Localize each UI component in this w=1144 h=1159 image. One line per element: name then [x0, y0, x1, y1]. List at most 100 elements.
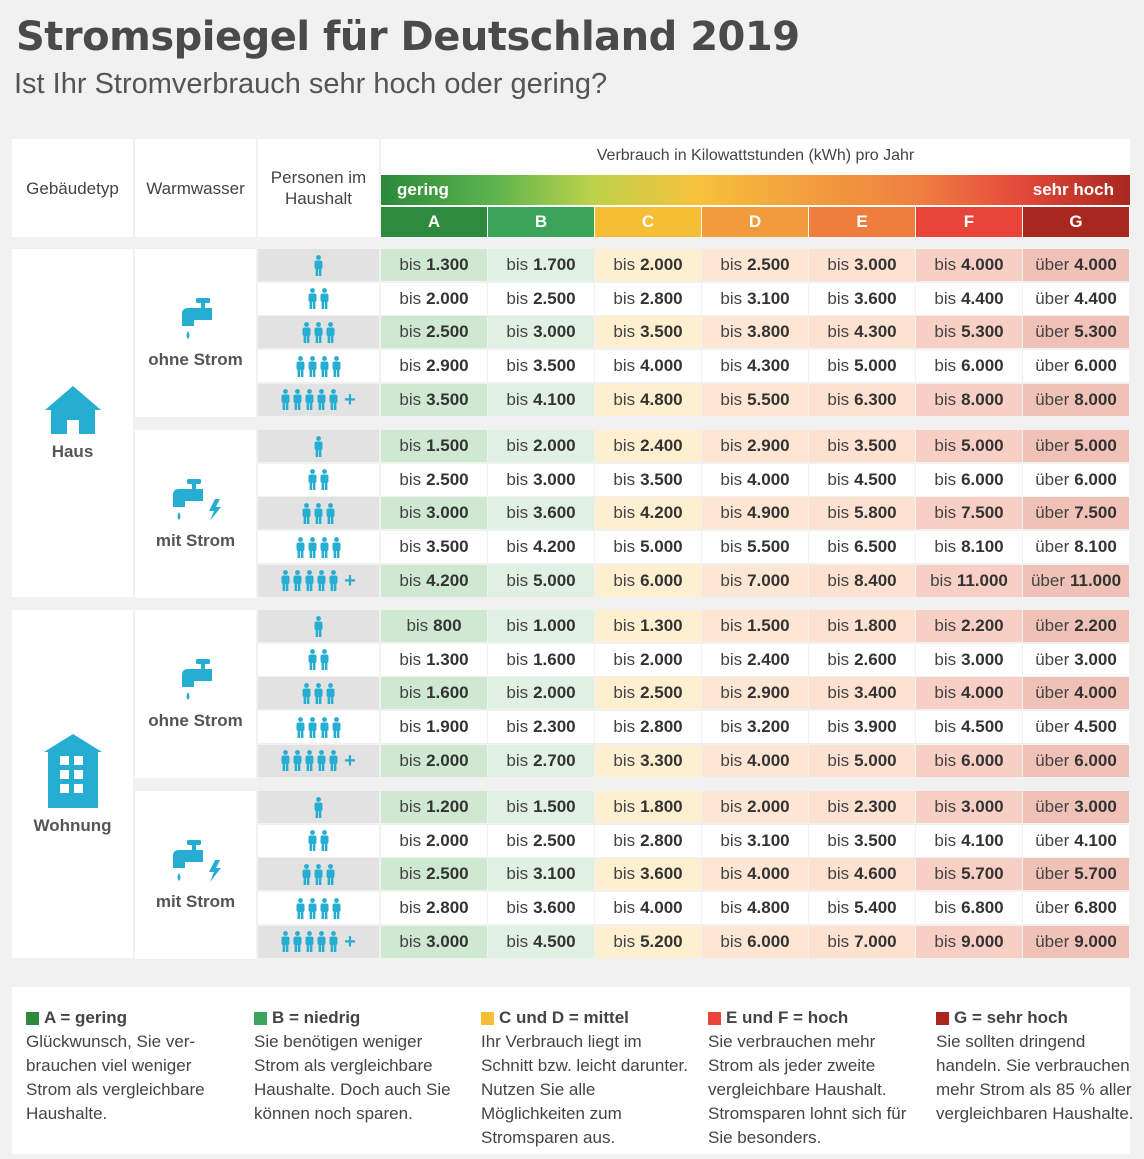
value-cell-g: über 6.000 [1023, 463, 1129, 496]
value-cell-b: bis 1.500 [488, 791, 594, 823]
value-cell-a: bis 2.000 [381, 824, 487, 857]
value-prefix: bis [827, 322, 850, 342]
persons-cell [258, 892, 379, 925]
value-number: 2.800 [426, 898, 469, 918]
value-cell-g: über 8.100 [1023, 531, 1129, 564]
value-number: 3.800 [747, 322, 790, 342]
value-cell-a: bis 1.200 [381, 791, 487, 823]
value-prefix: bis [720, 537, 743, 557]
value-cell-a: bis 1.500 [381, 430, 487, 462]
water-tap-lightning-icon [172, 479, 221, 521]
persons-cell [258, 610, 379, 642]
value-number: 5.000 [1074, 436, 1117, 455]
value-cell-c: bis 2.800 [595, 282, 701, 315]
value-prefix: bis [506, 389, 529, 409]
plus-sign: + [344, 749, 356, 772]
value-cell-f: bis 4.000 [916, 677, 1022, 710]
value-number: 4.000 [747, 864, 790, 884]
persons-cell [258, 643, 379, 676]
value-number: 2.200 [961, 616, 1004, 635]
persons-cell: + [258, 383, 379, 416]
value-prefix: bis [720, 255, 743, 274]
gradient-label-sehr-hoch: sehr hoch [1032, 180, 1114, 199]
value-prefix: bis [399, 717, 422, 737]
value-cell-f: bis 5.000 [916, 430, 1022, 462]
value-cell-b: bis 3.100 [488, 858, 594, 891]
value-cell-a: bis 1.600 [381, 677, 487, 710]
value-prefix: über [1035, 898, 1070, 918]
value-number: 9.000 [961, 931, 1004, 951]
value-cell-f: bis 8.000 [916, 383, 1022, 416]
value-cell-d: bis 4.300 [702, 350, 808, 383]
value-number: 5.000 [854, 356, 897, 376]
value-prefix: bis [613, 931, 636, 951]
value-number: 2.000 [747, 797, 790, 816]
page-subtitle: Ist Ihr Stromverbrauch sehr hoch oder ge… [14, 68, 608, 100]
person-icon [296, 536, 305, 558]
legend-title: B = niedrig [272, 1008, 361, 1027]
person-icon [314, 863, 323, 885]
value-prefix: bis [613, 830, 636, 850]
value-cell-d: bis 2.400 [702, 643, 808, 676]
value-number: 4.500 [854, 469, 897, 489]
value-cell-e: bis 3.000 [809, 249, 915, 281]
legend-description: Ihr Verbrauch liegt im Schnitt bzw. leic… [481, 1032, 688, 1147]
value-number: 4.300 [747, 356, 790, 376]
plus-sign: + [344, 388, 356, 411]
value-prefix: bis [613, 717, 636, 737]
value-cell-e: bis 6.300 [809, 383, 915, 416]
value-prefix: bis [934, 797, 957, 816]
value-cell-a: bis 4.200 [381, 564, 487, 597]
value-cell-c: bis 5.000 [595, 531, 701, 564]
value-cell-e: bis 2.600 [809, 643, 915, 676]
water-tap-lightning-icon [172, 840, 221, 882]
value-number: 3.500 [640, 469, 683, 489]
persons-cell [258, 463, 379, 496]
person-icon [302, 321, 311, 343]
value-cell-c: bis 6.000 [595, 564, 701, 597]
legend-description: Sie verbrauchen mehr Strom als jeder zwe… [708, 1032, 907, 1147]
value-number: 7.000 [747, 570, 790, 590]
value-prefix: bis [930, 570, 952, 590]
value-cell-g: über 5.300 [1023, 316, 1129, 349]
value-prefix: bis [827, 717, 850, 737]
value-prefix: bis [399, 288, 422, 308]
value-cell-f: bis 6.800 [916, 892, 1022, 925]
value-cell-g: über 8.000 [1023, 383, 1129, 416]
value-cell-e: bis 5.000 [809, 744, 915, 777]
value-number: 2.500 [426, 864, 469, 884]
value-prefix: bis [506, 830, 529, 850]
value-cell-b: bis 2.000 [488, 430, 594, 462]
person-icon [296, 716, 305, 738]
value-number: 1.600 [533, 649, 576, 669]
value-prefix: bis [506, 898, 529, 918]
value-cell-g: über 7.500 [1023, 497, 1129, 530]
value-number: 6.300 [854, 389, 897, 409]
legend-item: E und F = hoch Sie verbrauchen mehr Strom… [708, 1007, 923, 1150]
value-prefix: bis [827, 356, 850, 376]
value-number: 6.000 [640, 570, 683, 590]
person-icon [293, 389, 302, 411]
value-prefix: bis [827, 898, 850, 918]
value-number: 5.000 [961, 436, 1004, 455]
value-cell-b: bis 3.500 [488, 350, 594, 383]
value-cell-g: über 6.800 [1023, 892, 1129, 925]
value-cell-g: über 4.000 [1023, 677, 1129, 710]
value-prefix: über [1035, 864, 1070, 884]
value-number: 8.000 [961, 389, 1004, 409]
value-number: 1.200 [426, 797, 469, 816]
value-number: 4.000 [747, 750, 790, 770]
value-number: 1.600 [426, 683, 469, 703]
value-cell-a: bis 800 [381, 610, 487, 642]
value-prefix: bis [506, 436, 529, 455]
value-cell-c: bis 2.800 [595, 824, 701, 857]
value-number: 6.000 [1074, 750, 1117, 770]
value-cell-e: bis 3.600 [809, 282, 915, 315]
person-icon [326, 321, 335, 343]
value-number: 2.500 [533, 830, 576, 850]
value-cell-a: bis 3.500 [381, 383, 487, 416]
value-prefix: bis [399, 570, 422, 590]
person-icon [320, 355, 329, 377]
value-cell-b: bis 5.000 [488, 564, 594, 597]
value-number: 4.400 [1074, 288, 1117, 308]
